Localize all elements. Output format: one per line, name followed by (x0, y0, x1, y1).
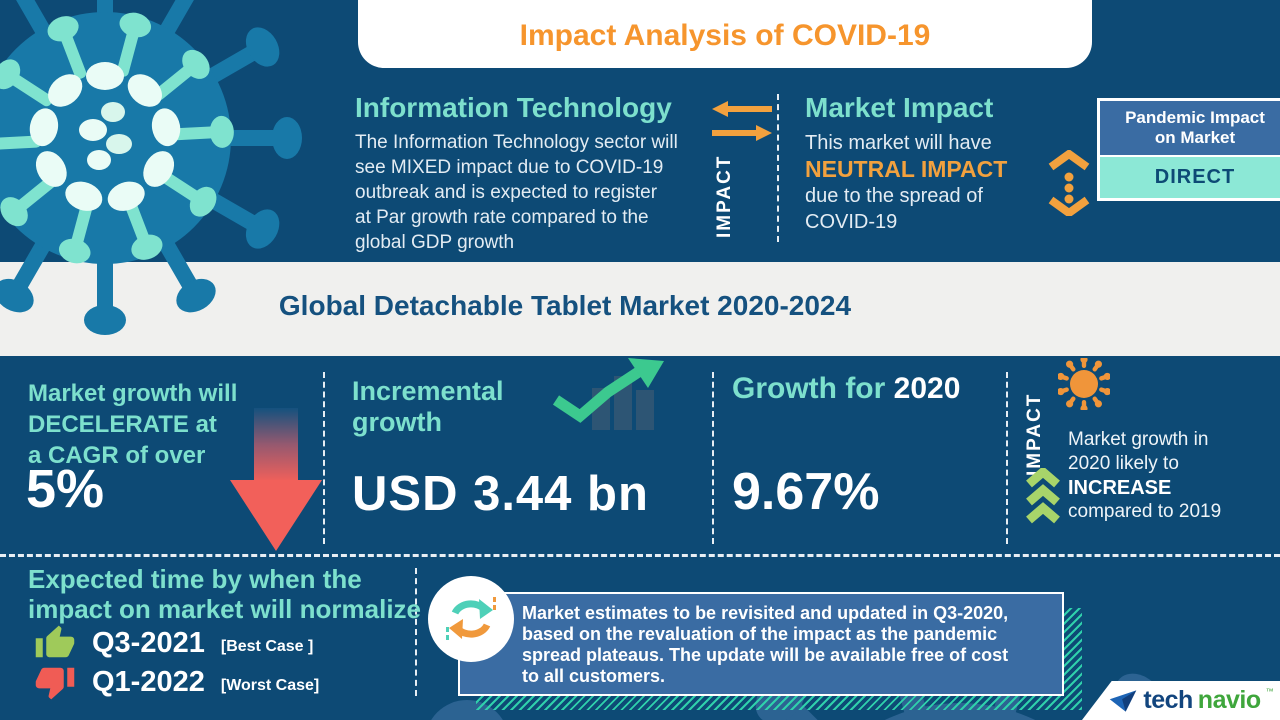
worst-case-row: Q1-2022 [Worst Case] (34, 663, 319, 701)
impact-axis-label: IMPACT (1024, 392, 1045, 476)
title-band (0, 262, 1280, 356)
incremental-growth-line: Incremental (352, 376, 504, 406)
incremental-growth-value: USD 3.44 bn (352, 467, 649, 521)
incremental-growth-heading: Incremental growth (352, 376, 504, 438)
growth-2020-heading: Growth for 2020 (732, 372, 960, 406)
market-impact-description: This market will have NEUTRAL IMPACT due… (805, 130, 1007, 235)
coronavirus-icon (1058, 358, 1110, 410)
sector-description-line: global GDP growth (355, 232, 515, 253)
incremental-growth-line: growth (352, 407, 442, 437)
mixed-impact-arrows-icon (712, 101, 772, 141)
pandemic-impact-label-line: on Market (1154, 128, 1236, 147)
divider (323, 372, 325, 544)
refresh-icon (446, 597, 496, 640)
sector-description-line: outbreak and is expected to register (355, 182, 658, 203)
impact-axis-label: IMPACT (714, 154, 735, 238)
coronavirus-illustration (0, 0, 302, 335)
technavio-logo-icon (1110, 689, 1137, 712)
callout-line: spread plateaus. The update will be avai… (522, 645, 1009, 665)
technavio-logo: tech navio ™ (1082, 681, 1280, 720)
cagr-heading: Market growth will DECELERATE at a CAGR … (28, 378, 237, 471)
pandemic-impact-value: DIRECT (1100, 157, 1280, 198)
divider (415, 568, 417, 696)
refresh-badge (428, 576, 514, 662)
worst-case-value: Q1-2022 (92, 665, 205, 698)
growth-2020-label: Growth for (732, 372, 886, 405)
callout-line: based on the revaluation of the impact a… (522, 624, 998, 644)
divider (0, 554, 1280, 557)
market-impact-heading: Market Impact (805, 92, 994, 123)
sector-description-line: at Par growth rate compared to the (355, 207, 649, 228)
growth-chart-icon (552, 358, 664, 430)
cagr-heading-line: Market growth will (28, 380, 238, 407)
sector-heading: Information Technology (355, 92, 672, 123)
growth-2020-value: 9.67% (732, 463, 880, 521)
callout-note: Market estimates to be revisited and upd… (458, 592, 1064, 696)
normalize-heading-line: Expected time by when the (28, 564, 362, 594)
pandemic-impact-box: Pandemic Impact on Market DIRECT (1097, 98, 1280, 201)
cagr-heading-line: DECELERATE at (28, 411, 217, 438)
market-impact-line: due to the spread of (805, 185, 983, 207)
thumbs-down-icon (35, 667, 75, 700)
cagr-heading-line: a CAGR of over (28, 442, 206, 469)
impact-2020-line: compared to 2019 (1068, 501, 1222, 522)
best-case-label: [Best Case ] (220, 638, 314, 655)
sector-description-line: see MIXED impact due to COVID-19 (355, 157, 664, 178)
top-banner: Impact Analysis of COVID-19 (358, 0, 1092, 68)
pandemic-impact-label: Pandemic Impact on Market (1100, 101, 1280, 157)
divider (1006, 372, 1008, 544)
divider (712, 372, 714, 544)
thumbs-up-icon (35, 625, 75, 658)
market-impact-line: This market will have (805, 132, 992, 154)
worst-case-label: [Worst Case] (220, 677, 320, 694)
impact-2020-line: Market growth in (1068, 429, 1209, 450)
impact-2020-highlight: INCREASE (1068, 477, 1172, 499)
impact-2020-description: Market growth in 2020 likely to INCREASE… (1068, 428, 1221, 524)
best-case-value: Q3-2021 (92, 626, 205, 659)
callout-line: Market estimates to be revisited and upd… (522, 603, 1009, 623)
sector-description-line: The Information Technology sector will (355, 132, 678, 153)
impact-2020-line: 2020 likely to (1068, 453, 1179, 474)
growth-2020-year: 2020 (893, 372, 961, 405)
banner-title: Impact Analysis of COVID-19 (519, 19, 931, 52)
normalize-heading: Expected time by when the impact on mark… (28, 564, 421, 624)
decline-arrow-icon (230, 408, 322, 551)
sector-description: The Information Technology sector will s… (355, 130, 678, 255)
best-case-row: Q3-2021 [Best Case ] (34, 624, 313, 662)
logo-trademark: ™ (1265, 687, 1274, 696)
market-title: Global Detachable Tablet Market 2020-202… (278, 290, 852, 321)
cagr-value: 5% (26, 459, 105, 519)
market-impact-highlight: NEUTRAL IMPACT (805, 156, 1008, 182)
increase-chevrons-icon (1026, 468, 1060, 524)
neutral-impact-icon (1048, 150, 1090, 216)
callout-line: to all customers. (522, 666, 666, 686)
pandemic-impact-label-line: Pandemic Impact (1125, 108, 1265, 127)
logo-text-navio: navio (1197, 686, 1261, 714)
logo-text-tech: tech (1143, 686, 1193, 714)
divider (777, 94, 779, 242)
market-impact-line: COVID-19 (805, 211, 898, 233)
normalize-heading-line: impact on market will normalize (28, 594, 421, 624)
